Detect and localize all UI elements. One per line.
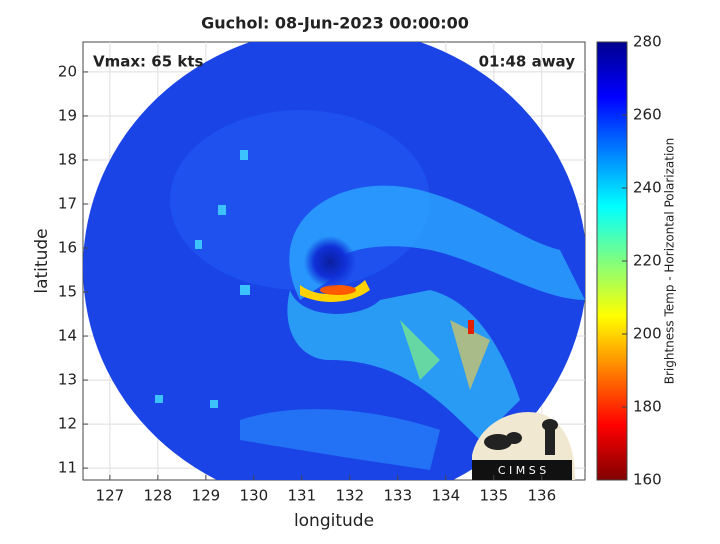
colorbar-tick-label: 180 bbox=[633, 398, 662, 416]
colorbar-label: Brightness Temp - Horizontal Polarizatio… bbox=[663, 138, 677, 385]
y-tick-label: 16 bbox=[58, 239, 77, 257]
x-tick-label: 127 bbox=[96, 487, 125, 505]
y-tick-label: 14 bbox=[58, 327, 77, 345]
y-tick-label: 11 bbox=[58, 459, 77, 477]
y-tick-label: 13 bbox=[58, 371, 77, 389]
x-tick-label: 132 bbox=[336, 487, 365, 505]
colorbar-tick-label: 280 bbox=[633, 33, 662, 51]
x-tick-label: 136 bbox=[527, 487, 556, 505]
colorbar-tick-label: 260 bbox=[633, 106, 662, 124]
chart-title: Guchol: 08-Jun-2023 00:00:00 bbox=[201, 14, 469, 33]
annotation: Vmax: 65 kts bbox=[93, 53, 203, 71]
swath-image bbox=[83, 42, 585, 480]
y-tick-label: 20 bbox=[58, 62, 77, 80]
x-tick-label: 133 bbox=[384, 487, 413, 505]
y-tick-label: 17 bbox=[58, 194, 77, 212]
y-tick-label: 12 bbox=[58, 415, 77, 433]
colorbar-tick-label: 200 bbox=[633, 325, 662, 343]
x-tick-label: 128 bbox=[144, 487, 173, 505]
x-tick-label: 130 bbox=[240, 487, 269, 505]
y-tick-label: 19 bbox=[58, 106, 77, 124]
x-axis-label: longitude bbox=[294, 511, 374, 531]
y-tick-label: 18 bbox=[58, 150, 77, 168]
colorbar-tick-label: 220 bbox=[633, 252, 662, 270]
annotation: 01:48 away bbox=[479, 53, 576, 71]
x-tick-label: 129 bbox=[192, 487, 221, 505]
colorbar-tick-label: 240 bbox=[633, 179, 662, 197]
x-tick-label: 131 bbox=[288, 487, 317, 505]
y-tick-label: 15 bbox=[58, 283, 77, 301]
logo-text: C I M S S bbox=[498, 464, 546, 477]
x-tick-label: 135 bbox=[479, 487, 508, 505]
y-axis-label: latitude bbox=[32, 228, 52, 293]
cimss-logo: C I M S S bbox=[472, 411, 575, 480]
colorbar-tick-label: 160 bbox=[633, 471, 662, 489]
x-tick-label: 134 bbox=[432, 487, 461, 505]
